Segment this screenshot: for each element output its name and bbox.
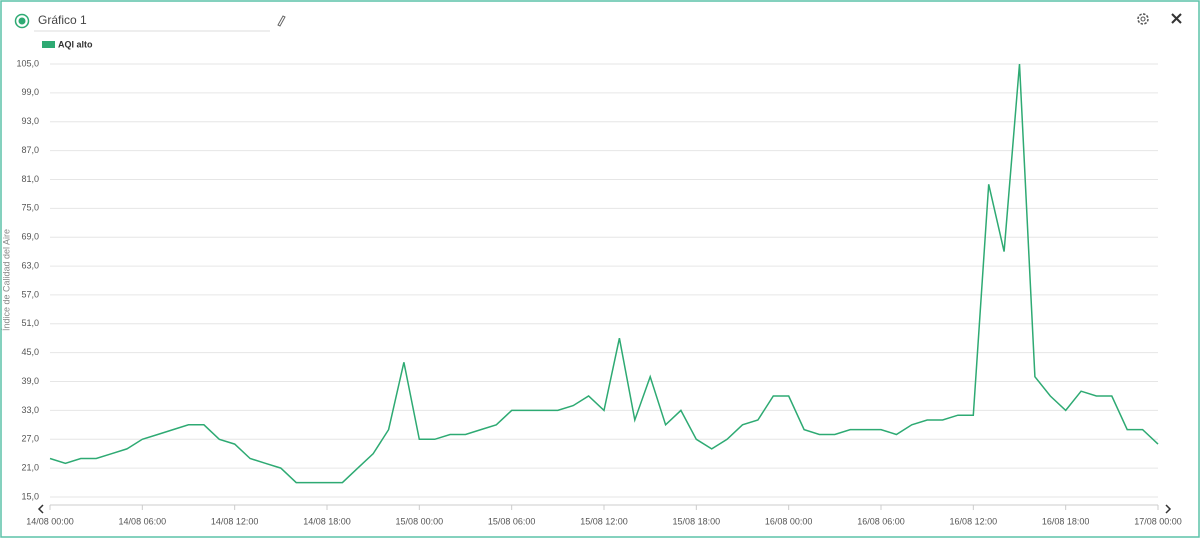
data-line [49,63,1159,484]
legend-swatch [42,41,55,48]
y-tick-label: 57,0 [21,289,39,299]
y-tick-label: 39,0 [21,376,39,386]
edit-icon[interactable] [277,15,286,27]
x-tick-label: 16/08 18:00 [1042,516,1090,526]
x-tick-label: 15/08 06:00 [488,516,536,526]
x-tick-label: 17/08 00:00 [1134,516,1182,526]
y-tick-label: 51,0 [21,318,39,328]
scroll-left[interactable] [37,504,44,514]
x-tick-label: 16/08 06:00 [857,516,905,526]
y-tick-label: 99,0 [21,87,39,97]
y-tick-label: 27,0 [21,434,39,444]
y-tick-label: 15,0 [21,491,39,501]
x-tick-label: 14/08 06:00 [119,516,167,526]
y-tick-label: 81,0 [21,174,39,184]
x-tick-label: 15/08 18:00 [673,516,721,526]
y-tick-label: 33,0 [21,405,39,415]
chart-name[interactable]: Gráfico 1 [38,13,87,27]
close-icon[interactable] [1171,13,1182,24]
scroll-right[interactable] [1165,504,1172,514]
y-tick-label: 45,0 [21,347,39,357]
y-tick-label: 105,0 [16,58,39,68]
legend-label[interactable]: AQI alto [58,39,93,49]
y-axis-label: Índice de Calidad del Aire [1,229,11,331]
y-tick-label: 69,0 [21,232,39,242]
y-tick-label: 93,0 [21,116,39,126]
settings-icon[interactable] [1137,13,1149,25]
x-tick-label: 15/08 00:00 [396,516,444,526]
status-icon [14,13,30,29]
x-tick-label: 14/08 00:00 [26,516,74,526]
y-tick-label: 75,0 [21,203,39,213]
x-tick-label: 16/08 00:00 [765,516,813,526]
y-tick-label: 63,0 [21,260,39,270]
x-tick-label: 16/08 12:00 [950,516,998,526]
y-tick-label: 87,0 [21,145,39,155]
x-tick-label: 14/08 12:00 [211,516,259,526]
status-dot [18,17,26,25]
y-tick-label: 21,0 [21,463,39,473]
x-tick-label: 15/08 12:00 [580,516,628,526]
x-tick-label: 14/08 18:00 [303,516,351,526]
